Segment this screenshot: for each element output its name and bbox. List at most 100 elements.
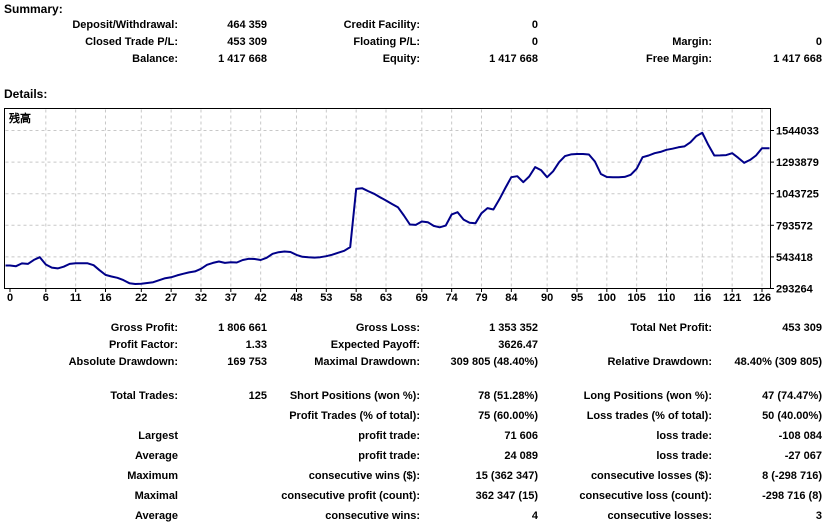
stat-value: 8 (-298 716): [762, 470, 822, 482]
x-axis-label: 22: [135, 292, 147, 304]
stat-label: consecutive loss (count):: [579, 490, 712, 502]
stat-value: 1 806 661: [218, 322, 267, 334]
x-axis-label: 27: [165, 292, 177, 304]
plot-border: [4, 108, 771, 289]
stat-value: 1 417 668: [489, 53, 538, 65]
stat-label: Total Trades:: [110, 390, 178, 402]
balance-chart: 1544033 1293879 1043725 793572 543418 293264 0…: [0, 105, 829, 310]
balance-chart-svg: 1544033 1293879 1043725 793572 543418 293264 0…: [4, 108, 819, 304]
stat-label: consecutive wins ($):: [308, 470, 420, 482]
stat-label: Deposit/Withdrawal:: [72, 19, 178, 31]
stat-value: [178, 486, 267, 506]
stat-value: 15 (362 347): [475, 470, 538, 482]
stat-label: [0, 406, 178, 426]
y-axis-label: 1043725: [776, 189, 819, 201]
stat-label: Total Net Profit:: [630, 322, 712, 334]
stat-value: [178, 446, 267, 466]
stat-value: 1 417 668: [218, 53, 267, 65]
x-axis-label: 6: [43, 292, 49, 304]
x-axis-label: 116: [693, 292, 711, 304]
stat-label: consecutive profit (count):: [281, 490, 420, 502]
stat-value: [178, 506, 267, 523]
x-axis-label: 11: [70, 292, 82, 304]
stat-label: Short Positions (won %):: [289, 390, 420, 402]
stat-value: [178, 426, 267, 446]
stat-value: 0: [531, 36, 538, 48]
stat-label: Largest: [138, 430, 178, 442]
stat-value: -298 716 (8): [762, 490, 822, 502]
stat-label: profit trade:: [358, 450, 420, 462]
x-axis-label: 53: [320, 292, 332, 304]
stat-value: 453 309: [227, 36, 267, 48]
stat-value: 309 805 (48.40%): [450, 356, 538, 368]
x-axis-label: 121: [723, 292, 741, 304]
x-axis-label: 63: [380, 292, 392, 304]
stat-value: 169 753: [227, 356, 267, 368]
stat-value: 0: [815, 36, 822, 48]
stat-label: [538, 17, 712, 34]
x-axis-label: 126: [753, 292, 771, 304]
summary-table: Deposit/Withdrawal: 464 359 Credit Facilit…: [0, 17, 829, 68]
stat-value: 47 (74.47%): [762, 390, 822, 402]
x-axis-label: 74: [446, 292, 459, 304]
stat-value: -27 067: [784, 450, 822, 462]
stat-label: Average: [134, 450, 178, 462]
stat-value: 50 (40.00%): [762, 410, 822, 422]
stat-value: 48.40% (309 805): [734, 356, 822, 368]
stat-value: 362 347 (15): [475, 490, 538, 502]
stat-label: Loss trades (% of total):: [586, 410, 712, 422]
x-axis-label: 48: [290, 292, 302, 304]
stat-value: [178, 466, 267, 486]
x-axis-label: 110: [658, 292, 676, 304]
stat-label: Absolute Drawdown:: [68, 356, 178, 368]
stat-label: Closed Trade P/L:: [85, 36, 178, 48]
results-table: Gross Profit: 1 806 661 Gross Loss: 1 353 3…: [0, 320, 829, 371]
stat-label: Equity:: [382, 53, 420, 65]
stat-value: 464 359: [227, 19, 267, 31]
balance-line: [5, 131, 770, 285]
stat-value: -108 084: [778, 430, 822, 442]
details-header: Details:: [4, 87, 48, 101]
stat-value: 1.33: [245, 339, 267, 351]
y-axis-label: 1544033: [776, 126, 819, 138]
stat-value: 75 (60.00%): [478, 410, 538, 422]
stat-label: Margin:: [672, 36, 712, 48]
x-axis-label: 37: [225, 292, 237, 304]
y-axis-label: 1293879: [776, 157, 819, 169]
stat-label: Gross Profit:: [110, 322, 178, 334]
stat-label: Long Positions (won %):: [583, 390, 712, 402]
y-axis-label: 543418: [776, 252, 813, 264]
stat-label: consecutive losses:: [607, 510, 712, 522]
stat-value: 78 (51.28%): [478, 390, 538, 402]
stat-label: Average: [134, 510, 178, 522]
stat-label: consecutive losses ($):: [590, 470, 712, 482]
trades-table: Total Trades: 125 Short Positions (won %):…: [0, 386, 829, 523]
stat-label: Maximal Drawdown:: [314, 356, 420, 368]
x-axis-label: 95: [571, 292, 583, 304]
stat-label: Free Margin:: [645, 53, 712, 65]
stat-label: Relative Drawdown:: [607, 356, 712, 368]
stat-value: 1 417 668: [773, 53, 822, 65]
stat-value: 0: [531, 19, 538, 31]
stat-value: 1 353 352: [489, 322, 538, 334]
stat-label: Floating P/L:: [353, 36, 420, 48]
stat-label: consecutive wins:: [325, 510, 420, 522]
stat-label: Gross Loss:: [355, 322, 420, 334]
stat-value: 3626.47: [498, 339, 538, 351]
x-axis-label: 79: [475, 292, 487, 304]
stat-label: Balance:: [132, 53, 178, 65]
x-axis-label: 58: [350, 292, 362, 304]
stat-label: Expected Payoff:: [330, 339, 420, 351]
stat-label: Profit Factor:: [108, 339, 178, 351]
x-axis-label: 42: [255, 292, 267, 304]
stat-value: 24 089: [504, 450, 538, 462]
stat-value: [712, 17, 822, 34]
stat-label: loss trade:: [656, 430, 712, 442]
x-axis-label: 90: [541, 292, 553, 304]
x-axis-label: 32: [195, 292, 207, 304]
x-axis-label: 69: [416, 292, 428, 304]
stat-value: 125: [248, 390, 267, 402]
summary-header: Summary:: [4, 2, 63, 16]
stat-value: 71 606: [504, 430, 538, 442]
